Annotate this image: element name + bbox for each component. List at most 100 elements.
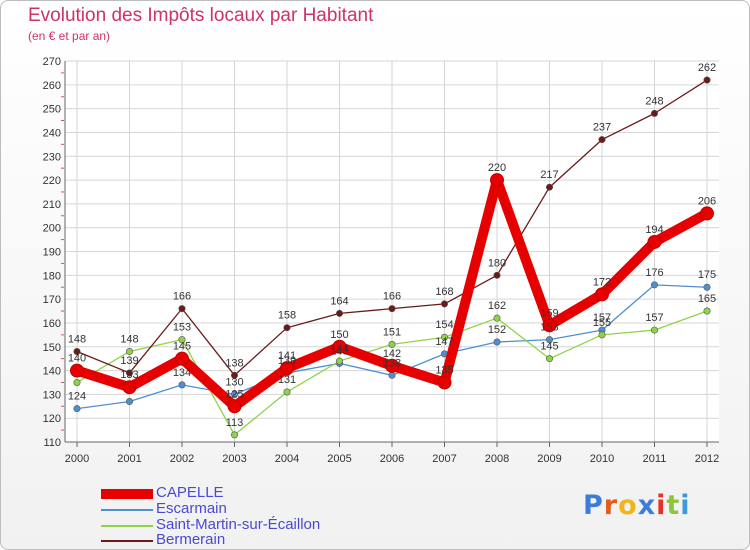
data-label: 237 [593, 122, 611, 134]
data-label: 153 [540, 322, 558, 334]
x-tick-label: 2005 [327, 453, 351, 465]
legend-swatch [101, 489, 153, 499]
data-point [545, 355, 553, 363]
data-label: 166 [173, 291, 191, 303]
data-point [227, 399, 242, 414]
y-tick-label: 120 [43, 413, 61, 425]
y-tick-label: 190 [43, 247, 61, 259]
data-label: 138 [225, 357, 243, 369]
y-tick-label: 240 [43, 127, 61, 139]
data-point [542, 318, 557, 333]
data-label: 176 [645, 267, 663, 279]
data-point [595, 287, 609, 302]
x-tick-label: 2010 [590, 453, 614, 465]
logo-letter: i [656, 490, 667, 521]
data-point [126, 348, 134, 356]
data-point [437, 375, 452, 390]
y-tick-label: 250 [43, 104, 61, 116]
data-label: 175 [698, 269, 716, 281]
data-point [231, 431, 239, 439]
data-label: 155 [593, 317, 611, 329]
data-label: 125 [225, 388, 243, 400]
data-point [126, 398, 134, 406]
data-label: 180 [488, 257, 506, 269]
legend-swatch [101, 509, 153, 511]
legend-label: CAPELLE [156, 484, 224, 501]
data-label: 168 [435, 286, 453, 298]
data-label: 194 [645, 224, 663, 236]
data-label: 113 [226, 417, 244, 429]
data-label: 151 [383, 326, 401, 338]
logo-letter: i [680, 490, 691, 521]
data-label: 262 [698, 62, 716, 74]
data-point [650, 109, 658, 117]
data-point [126, 369, 134, 377]
data-label: 166 [383, 291, 401, 303]
chart-subtitle: (en € et par an) [28, 29, 111, 43]
data-label: 134 [173, 367, 191, 379]
data-label: 131 [278, 374, 296, 386]
data-point [493, 314, 501, 322]
data-point [335, 357, 343, 365]
y-tick-label: 200 [43, 223, 61, 235]
data-point [283, 388, 291, 396]
data-point [598, 136, 606, 144]
proxiti-logo: Proxiti [583, 490, 691, 521]
y-tick-label: 170 [43, 294, 61, 306]
x-tick-label: 2008 [485, 453, 509, 465]
logo-letter: P [583, 490, 604, 521]
logo-letter: t [666, 490, 681, 521]
data-point [332, 339, 347, 354]
x-tick-label: 2004 [275, 453, 299, 465]
data-point [545, 336, 553, 344]
data-label: 142 [383, 348, 401, 360]
data-point [283, 324, 291, 332]
data-label: 152 [488, 324, 506, 336]
logo-letter: o [618, 490, 638, 521]
data-label: 154 [435, 319, 453, 331]
data-label: 150 [330, 329, 348, 341]
data-label: 148 [120, 334, 138, 346]
data-label: 153 [173, 322, 191, 334]
y-tick-label: 140 [43, 366, 61, 378]
data-label: 220 [488, 162, 506, 174]
data-point [703, 307, 711, 315]
axis-layer: 110 120 130 140 150 160 170 180 190 200 210 220 230 2… [43, 56, 720, 465]
data-point [231, 390, 239, 398]
data-label: 133 [120, 369, 138, 381]
data-label: 162 [488, 300, 506, 312]
data-label: 172 [593, 276, 611, 288]
data-label: 157 [645, 312, 663, 324]
y-tick-label: 160 [43, 318, 61, 330]
data-point [335, 309, 343, 317]
data-point [440, 333, 448, 341]
data-label: 145 [540, 341, 558, 353]
data-point [388, 340, 396, 348]
data-point [280, 361, 294, 376]
data-point [703, 283, 711, 291]
data-point [703, 76, 711, 84]
x-tick-label: 2006 [380, 453, 404, 465]
data-label: 140 [68, 353, 86, 365]
data-label: 139 [278, 355, 296, 367]
data-label: 124 [68, 391, 86, 403]
data-point [440, 300, 448, 308]
legend-swatch [101, 525, 153, 527]
label-layer: 140 133 145 125 141 150 142 135 220 159 172 194 206 1… [68, 62, 716, 429]
y-tick-label: 270 [43, 56, 61, 68]
legend-swatch [101, 540, 153, 542]
data-point [73, 378, 81, 386]
y-tick-label: 180 [43, 270, 61, 282]
data-point [73, 348, 81, 356]
series-escarmain [73, 281, 711, 413]
y-tick-label: 210 [43, 199, 61, 211]
series-layer [70, 76, 714, 439]
data-point [700, 206, 714, 221]
y-tick-label: 230 [43, 151, 61, 163]
data-point [490, 173, 504, 188]
data-label: 206 [698, 195, 716, 207]
data-point [493, 338, 501, 346]
data-point [178, 305, 186, 313]
